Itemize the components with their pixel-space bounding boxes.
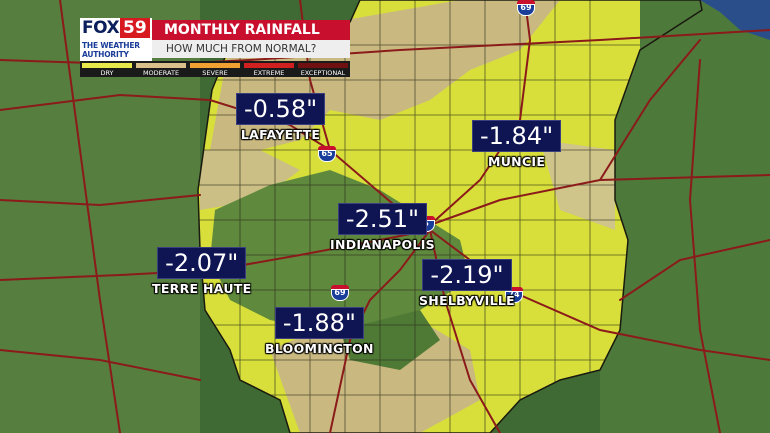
map-subtitle: HOW MUCH FROM NORMAL? <box>152 40 350 58</box>
tagline-line2: AUTHORITY <box>82 50 129 59</box>
interstate-74-shield: 74 <box>505 287 523 303</box>
rainfall-value: -1.88" <box>274 307 364 339</box>
interstate-65-shield: 65 <box>318 146 336 162</box>
drought-legend: DRY MODERATE SEVERE EXTREME EXCEPTIONAL <box>80 61 350 77</box>
station-logo: FOX 59 THE WEATHER AUTHORITY <box>80 18 152 68</box>
city-terre-haute: -2.07" TERRE HAUTE <box>152 247 251 296</box>
city-name: INDIANAPOLIS <box>330 237 435 252</box>
city-name: LAFAYETTE <box>240 127 321 142</box>
rainfall-value: -2.07" <box>157 247 247 279</box>
county-lines <box>198 0 640 433</box>
legend-swatch <box>136 63 186 68</box>
legend-swatch <box>244 63 294 68</box>
city-name: TERRE HAUTE <box>152 281 252 296</box>
interstate-69-shield-south: 69 <box>331 285 349 301</box>
legend-swatch <box>298 63 348 68</box>
state-outline <box>197 0 703 433</box>
rainfall-value: -2.19" <box>422 259 512 291</box>
channel-number: 59 <box>120 18 150 38</box>
city-muncie: -1.84" MUNCIE <box>472 120 562 169</box>
rainfall-value: -0.58" <box>236 93 326 125</box>
legend-swatch <box>82 63 132 68</box>
city-name: BLOOMINGTON <box>265 341 374 356</box>
city-lafayette: -0.58" LAFAYETTE <box>236 93 326 142</box>
interstate-69-shield-north: 69 <box>517 0 535 16</box>
legend-item-extreme: EXTREME <box>242 61 296 77</box>
city-shelbyville: -2.19" SHELBYVILLE <box>419 259 515 308</box>
city-name: SHELBYVILLE <box>419 293 515 308</box>
legend-item-exceptional: EXCEPTIONAL <box>296 61 350 77</box>
legend-item-severe: SEVERE <box>188 61 242 77</box>
title-block: FOX 59 THE WEATHER AUTHORITY MONTHLY RAI… <box>80 18 350 77</box>
city-bloomington: -1.88" BLOOMINGTON <box>265 307 374 356</box>
legend-item-moderate: MODERATE <box>134 61 188 77</box>
legend-item-dry: DRY <box>80 61 134 77</box>
tagline-line1: THE WEATHER <box>82 41 140 50</box>
legend-swatch <box>190 63 240 68</box>
city-indianapolis: -2.51" INDIANAPOLIS <box>330 203 435 252</box>
brand-text: FOX <box>82 18 120 38</box>
map-title: MONTHLY RAINFALL <box>152 20 350 40</box>
city-name: MUNCIE <box>487 154 546 169</box>
lake-michigan <box>700 0 770 40</box>
rainfall-value: -2.51" <box>337 203 428 235</box>
rainfall-value: -1.84" <box>472 120 562 152</box>
